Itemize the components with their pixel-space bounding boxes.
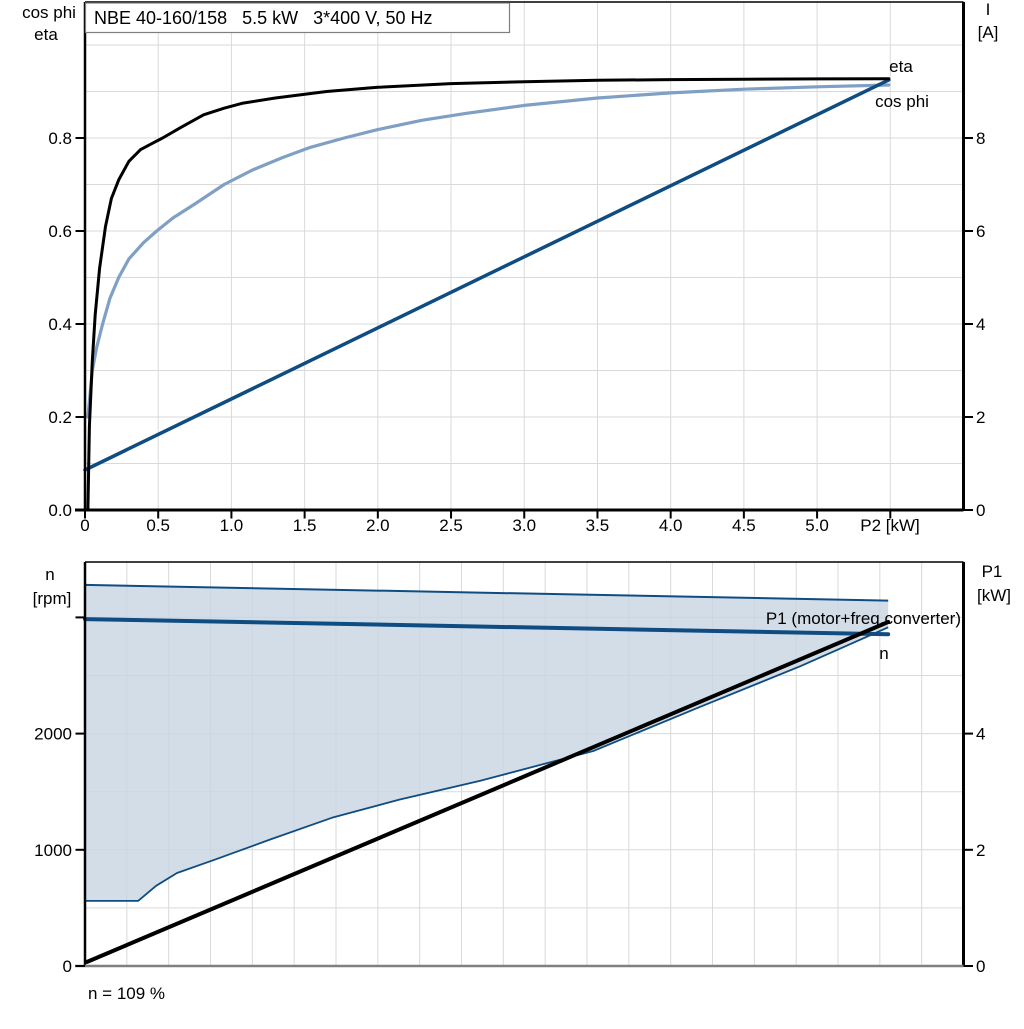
x-tick-label: 1.0 [220, 516, 244, 535]
operating-envelope-area [85, 584, 889, 901]
x-tick-label: 4.5 [732, 516, 756, 535]
y-right-tick-label: 2 [976, 408, 985, 427]
y-right-tick-label: 0 [976, 501, 985, 520]
y-right-tick-label: 0 [976, 957, 985, 976]
chart-title: NBE 40-160/158 5.5 kW 3*400 V, 50 Hz [94, 8, 433, 28]
bottom-chart-ticks: 0 1000 2000 0 2 4 [34, 616, 985, 976]
y-right-tick-label: 2 [976, 841, 985, 860]
y-left-tick-label: 0.2 [48, 408, 72, 427]
top-left-axis-title-eta: eta [34, 25, 58, 44]
bottom-chart-curves [83, 583, 891, 964]
top-right-axis-title-current: I [986, 0, 991, 19]
top-chart-frame [75, 1, 965, 512]
p1-input-power-curve [85, 620, 891, 964]
x-tick-label: 5.0 [805, 516, 829, 535]
eta-curve [86, 77, 891, 512]
p1-curve-label: P1 (motor+freq.converter) [766, 609, 961, 628]
top-chart-gridlines [85, 2, 964, 510]
top-chart-curves [83, 77, 891, 512]
top-left-axis-title-cos-phi: cos phi [22, 3, 76, 22]
cos-phi-curve-label: cos phi [875, 92, 929, 111]
y-right-tick-label: 4 [976, 315, 985, 334]
y-left-tick-label: 0 [63, 957, 72, 976]
cos-phi-curve [86, 83, 891, 419]
y-right-tick-label: 6 [976, 222, 985, 241]
y-left-tick-label: 0.8 [48, 129, 72, 148]
y-left-tick-label: 0.6 [48, 222, 72, 241]
top-chart-ticks: 0 0.5 1.0 1.5 2.0 2.5 3.0 3.5 4.0 4.5 5.0 0.0 0.2 0.4… [48, 129, 985, 535]
bottom-right-axis-title-unit: [kW] [977, 586, 1011, 605]
eta-curve-label: eta [889, 57, 913, 76]
x-tick-label: 1.5 [293, 516, 317, 535]
speed-curve [83, 617, 891, 637]
n-curve-label: n [879, 644, 888, 663]
x-tick-label: 2.0 [366, 516, 390, 535]
x-tick-label: 0 [80, 516, 89, 535]
x-tick-label: 3.0 [512, 516, 536, 535]
y-left-tick-label: 0.0 [48, 501, 72, 520]
min-power-boundary-line [85, 626, 889, 902]
y-right-tick-label: 4 [976, 725, 985, 744]
y-left-tick-label: 1000 [34, 841, 72, 860]
current-curve [83, 78, 891, 472]
x-tick-label: 3.5 [586, 516, 610, 535]
y-left-tick-label: 2000 [34, 725, 72, 744]
x-tick-label: 4.0 [659, 516, 683, 535]
max-speed-boundary-line [84, 583, 889, 602]
top-right-axis-title-unit: [A] [978, 23, 999, 42]
x-axis-title: P2 [kW] [860, 516, 920, 535]
y-left-tick-label: 0.4 [48, 315, 72, 334]
bottom-chart-frame [75, 561, 965, 968]
bottom-left-axis-title-n: n [45, 565, 54, 584]
x-tick-label: 0.5 [146, 516, 170, 535]
y-right-tick-label: 8 [976, 129, 985, 148]
bottom-left-axis-title-unit: [rpm] [33, 589, 72, 608]
x-tick-label: 2.5 [439, 516, 463, 535]
chart-title-box [84, 2, 511, 34]
bottom-right-axis-title-p1: P1 [982, 562, 1003, 581]
speed-percent-note: n = 109 % [88, 984, 165, 1003]
